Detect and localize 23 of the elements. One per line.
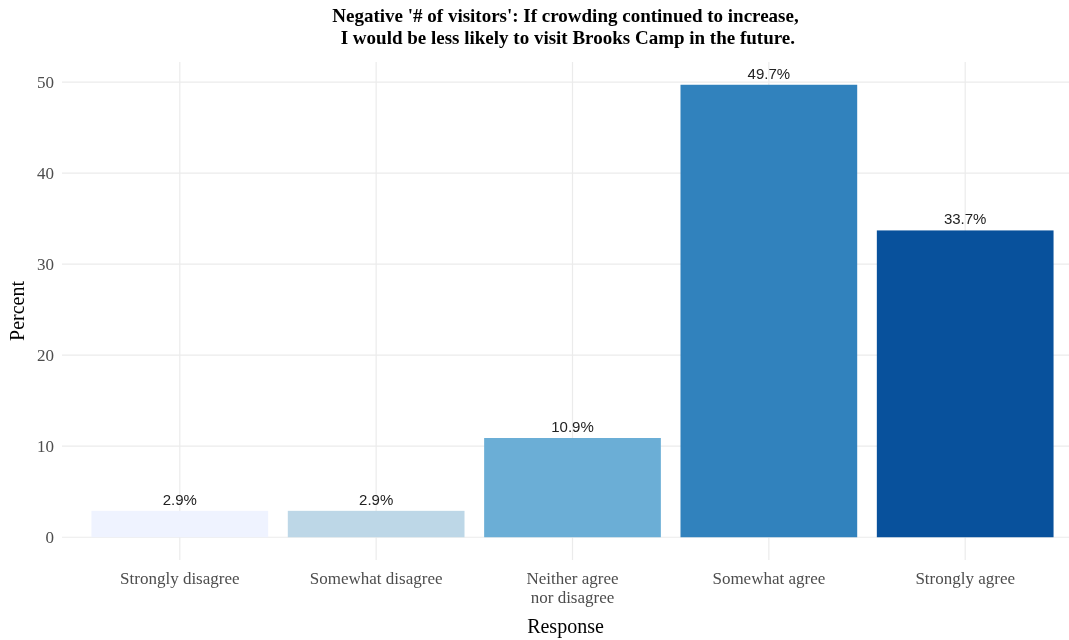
bar — [287, 510, 465, 538]
data-label: 2.9% — [162, 490, 197, 508]
bar — [876, 230, 1054, 538]
x-tick-label: Somewhat disagree — [309, 569, 443, 588]
data-label: 49.7% — [747, 64, 791, 82]
x-tick-label: Somewhat agree — [712, 569, 826, 588]
y-tick-label: 40 — [37, 164, 54, 184]
y-axis-title: Percent — [6, 280, 28, 341]
data-label: 33.7% — [943, 210, 987, 228]
data-label: 2.9% — [359, 490, 394, 508]
data-label: 10.9% — [551, 418, 594, 435]
x-tick-label: Strongly disagree — [120, 569, 240, 588]
y-tick-label: 20 — [37, 346, 54, 366]
bar — [484, 438, 661, 538]
y-tick-label: 50 — [37, 72, 54, 92]
x-axis-title: Response — [527, 615, 604, 638]
y-tick-label: 0 — [45, 528, 54, 548]
x-tick-label: Neither agree nor disagree — [526, 569, 619, 607]
bar — [680, 84, 858, 538]
y-tick-label: 30 — [37, 255, 54, 275]
chart-title: Negative '# of visitors': If crowding continued to increase, I would be less likely to visit Brooks Camp in the future. — [332, 5, 799, 48]
x-tick-label: Strongly agree — [915, 569, 1015, 588]
y-tick-label: 10 — [37, 437, 54, 457]
